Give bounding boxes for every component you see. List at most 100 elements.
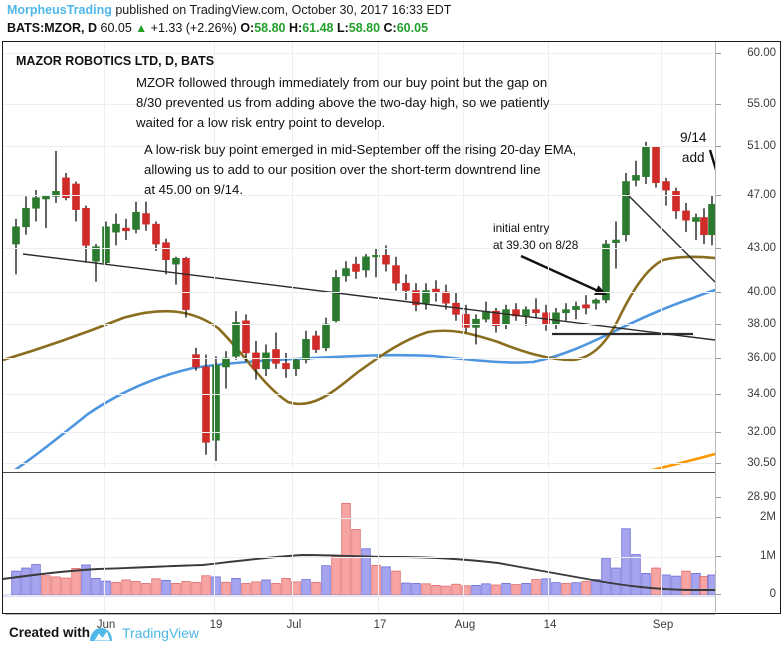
- gridline-vertical: [548, 473, 549, 613]
- quote-line: BATS:MZOR, D 60.05 ▲ +1.33 (+2.26%) O:58…: [7, 21, 428, 35]
- volume-bar: [131, 581, 141, 596]
- volume-bar: [431, 584, 441, 596]
- gridline-vertical: [104, 473, 105, 613]
- chart-header: MorpheusTrading published on TradingView…: [0, 0, 783, 40]
- volume-tick-label: 1M: [760, 550, 776, 562]
- volume-bar: [611, 567, 621, 596]
- price-axis[interactable]: 60.00 55.00 51.00 47.00 43.00 40.00 38.00 36.00…: [715, 42, 780, 612]
- volume-bar: [41, 575, 51, 596]
- candlestick: [322, 317, 330, 352]
- volume-bar: [51, 576, 61, 596]
- volume-bar: [241, 583, 251, 596]
- candlestick: [452, 292, 460, 321]
- volume-bar: [481, 583, 491, 596]
- ema20-line: [3, 255, 715, 406]
- gridline: [3, 104, 715, 105]
- close-label: C:: [383, 21, 397, 35]
- volume-bar: [161, 579, 171, 596]
- volume-bar: [671, 575, 681, 596]
- tick-mark: [716, 324, 721, 325]
- downtrend-line-short: [626, 193, 715, 283]
- candlestick: [492, 308, 500, 333]
- candlestick: [262, 344, 270, 376]
- price-pane[interactable]: MAZOR ROBOTICS LTD, D, BATS MZOR followe…: [3, 42, 715, 469]
- callout-914-add: 9/14 add: [680, 130, 707, 165]
- volume-bar: [61, 577, 71, 596]
- volume-bar: [561, 583, 571, 596]
- callout-initial-entry: initial entry at 39.30 on 8/28: [493, 221, 579, 253]
- gridline-vertical: [292, 42, 293, 469]
- chart-title: MAZOR ROBOTICS LTD, D, BATS: [16, 54, 215, 68]
- candlestick: [252, 341, 260, 380]
- volume-bar: [351, 529, 361, 596]
- ma50-line: [14, 288, 715, 469]
- candlestick: [502, 304, 510, 330]
- price-tick-label: 36.00: [747, 352, 776, 364]
- tick-mark: [716, 594, 721, 595]
- candlestick: [642, 141, 650, 184]
- volume-bar: [381, 566, 391, 596]
- date-tick-label: Aug: [454, 619, 476, 631]
- tick-mark: [716, 517, 721, 518]
- candlestick: [622, 172, 630, 242]
- volume-bar: [601, 557, 611, 596]
- gridline: [3, 463, 715, 464]
- volume-bar: [371, 564, 381, 596]
- tradingview-brand-label[interactable]: TradingView: [122, 625, 200, 641]
- volume-bar: [661, 574, 671, 596]
- volume-bar: [641, 573, 651, 596]
- volume-bar: [331, 556, 341, 596]
- candlestick: [52, 150, 60, 203]
- price-tick-label: 55.00: [747, 98, 776, 110]
- gridline: [3, 324, 715, 325]
- created-with-label: Created with: [9, 625, 91, 640]
- volume-bar: [191, 581, 201, 596]
- chart-frame[interactable]: MAZOR ROBOTICS LTD, D, BATS MZOR followe…: [2, 41, 781, 631]
- date-tick-label: Jun: [96, 619, 116, 631]
- tick-mark: [716, 432, 721, 433]
- symbol-label[interactable]: BATS:MZOR, D: [7, 21, 98, 35]
- tradingview-logo-icon: [88, 625, 114, 644]
- volume-plot: [3, 502, 715, 597]
- gridline: [3, 432, 715, 433]
- candlestick: [302, 330, 310, 364]
- publisher-name[interactable]: MorpheusTrading: [7, 3, 112, 17]
- gridline-vertical: [292, 473, 293, 613]
- date-axis[interactable]: Jun 19 Jul 17 Aug 14 Sep: [5, 614, 715, 637]
- volume-bar: [541, 578, 551, 596]
- candlestick: [652, 146, 660, 188]
- candlestick: [162, 238, 170, 275]
- tick-mark: [716, 53, 721, 54]
- tick-mark: [716, 358, 721, 359]
- candlestick: [472, 314, 480, 345]
- volume-bar: [391, 570, 401, 596]
- candlestick: [242, 314, 250, 362]
- price-tick-label: 32.00: [747, 426, 776, 438]
- candlestick: [342, 261, 350, 282]
- volume-bar: [521, 583, 531, 596]
- candlestick: [152, 221, 160, 251]
- price-tick-label: 28.90: [747, 491, 776, 503]
- tick-mark: [716, 248, 721, 249]
- price-tick-label: 38.00: [747, 318, 776, 330]
- date-tick-label: 17: [373, 619, 387, 631]
- candlestick: [62, 172, 70, 201]
- candlestick: [332, 270, 340, 323]
- volume-pane[interactable]: [3, 472, 715, 613]
- volume-bar: [441, 585, 451, 596]
- candlestick: [12, 218, 20, 275]
- candlestick: [122, 218, 130, 241]
- volume-bar: [311, 581, 321, 596]
- price-tick-label: 34.00: [747, 388, 776, 400]
- price-tick-label: 40.00: [747, 286, 776, 298]
- candlestick: [552, 308, 560, 330]
- gridline: [3, 394, 715, 395]
- volume-bar: [141, 583, 151, 596]
- volume-bar: [181, 581, 191, 596]
- gridline-vertical: [214, 473, 215, 613]
- volume-bar: [281, 578, 291, 596]
- gridline-vertical: [104, 42, 105, 469]
- gridline: [3, 195, 715, 196]
- tick-mark: [716, 463, 721, 464]
- candlestick: [402, 274, 410, 300]
